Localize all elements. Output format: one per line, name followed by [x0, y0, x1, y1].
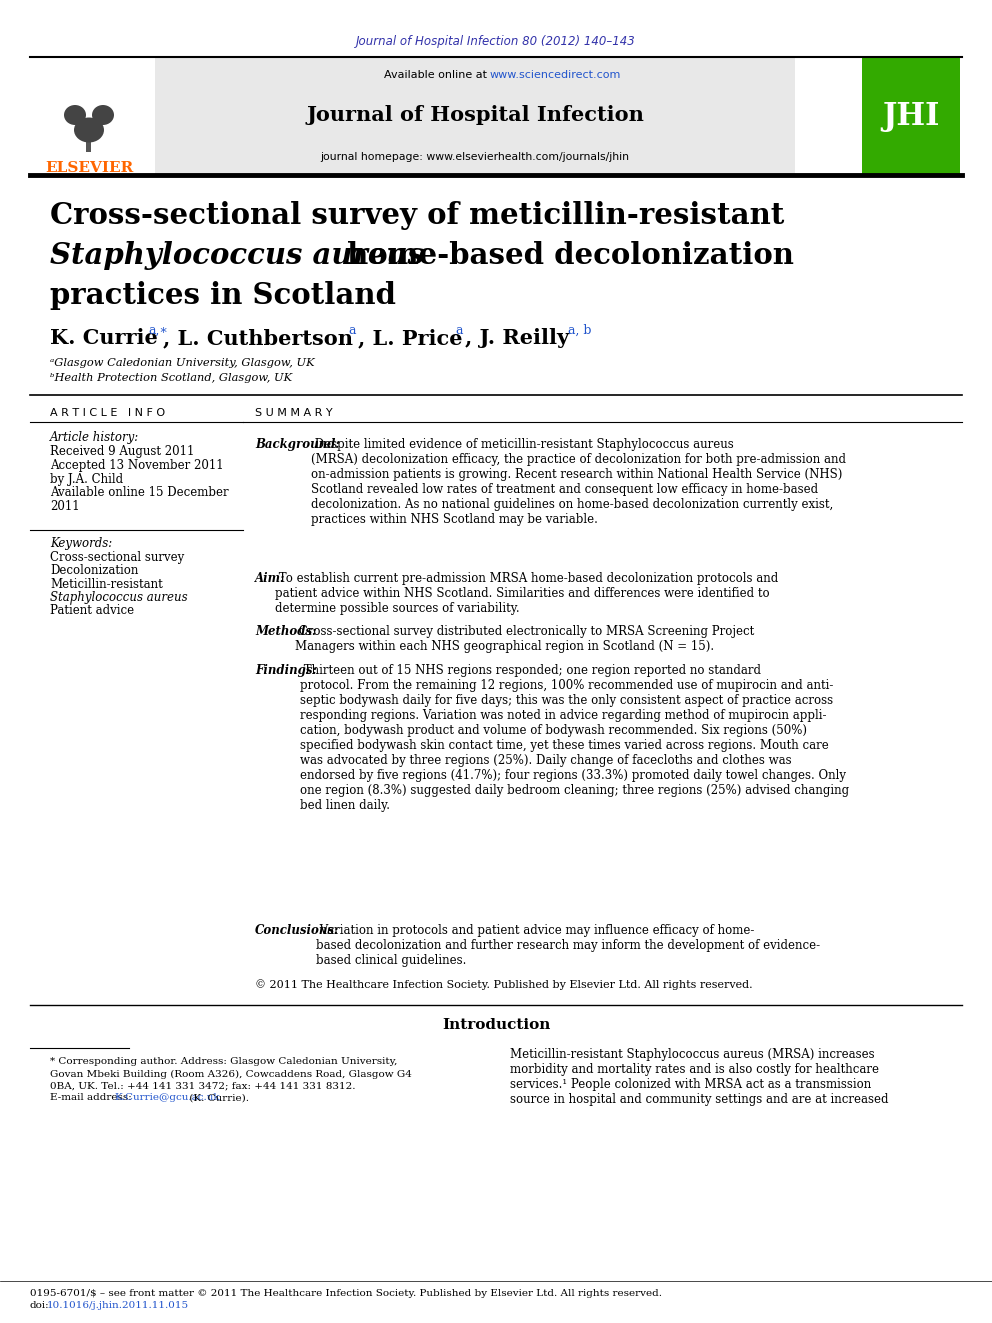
Ellipse shape [64, 105, 86, 124]
Text: Aim:: Aim: [255, 572, 286, 585]
Text: Journal of Hospital Infection: Journal of Hospital Infection [307, 105, 644, 124]
Text: Cross-sectional survey distributed electronically to MRSA Screening Project
Mana: Cross-sectional survey distributed elect… [296, 624, 755, 654]
Text: journal homepage: www.elsevierhealth.com/journals/jhin: journal homepage: www.elsevierhealth.com… [320, 152, 630, 161]
Text: 2011: 2011 [50, 500, 79, 512]
Text: 10.1016/j.jhin.2011.11.015: 10.1016/j.jhin.2011.11.015 [47, 1302, 189, 1311]
Text: * Corresponding author. Address: Glasgow Caledonian University,: * Corresponding author. Address: Glasgow… [50, 1057, 398, 1066]
Text: Conclusions:: Conclusions: [255, 923, 339, 937]
Text: E-mail address:: E-mail address: [50, 1094, 135, 1102]
Text: Staphylococcus aureus: Staphylococcus aureus [50, 241, 424, 270]
Text: , L. Cuthbertson: , L. Cuthbertson [163, 328, 353, 348]
Text: Govan Mbeki Building (Room A326), Cowcaddens Road, Glasgow G4: Govan Mbeki Building (Room A326), Cowcad… [50, 1069, 412, 1078]
Text: (K. Currie).: (K. Currie). [186, 1094, 249, 1102]
Text: ᵇHealth Protection Scotland, Glasgow, UK: ᵇHealth Protection Scotland, Glasgow, UK [50, 373, 292, 382]
Text: home-based decolonization: home-based decolonization [337, 241, 794, 270]
Text: JHI: JHI [882, 101, 939, 131]
Text: Cross-sectional survey of meticillin-resistant: Cross-sectional survey of meticillin-res… [50, 201, 785, 229]
Text: Methods:: Methods: [255, 624, 316, 638]
Bar [155, 57, 795, 175]
Text: © 2011 The Healthcare Infection Society. Published by Elsevier Ltd. All rights r: © 2011 The Healthcare Infection Society.… [255, 979, 753, 991]
Text: a: a [348, 324, 355, 336]
Text: doi:: doi: [30, 1302, 50, 1311]
Text: a,∗: a,∗ [148, 324, 168, 336]
Ellipse shape [92, 105, 114, 124]
Text: Introduction: Introduction [441, 1017, 551, 1032]
Text: Keywords:: Keywords: [50, 537, 112, 549]
Text: Article history:: Article history: [50, 431, 139, 445]
Text: Thirteen out of 15 NHS regions responded; one region reported no standard
protoc: Thirteen out of 15 NHS regions responded… [301, 664, 849, 812]
Text: A R T I C L E   I N F O: A R T I C L E I N F O [50, 407, 165, 418]
Text: Staphylococcus aureus: Staphylococcus aureus [50, 591, 187, 605]
Text: To establish current pre-admission MRSA home-based decolonization protocols and
: To establish current pre-admission MRSA … [275, 572, 779, 615]
Text: Accepted 13 November 2011: Accepted 13 November 2011 [50, 459, 223, 472]
Text: Despite limited evidence of meticillin-resistant Staphylococcus aureus
(MRSA) de: Despite limited evidence of meticillin-r… [310, 438, 845, 527]
Text: K. Currie: K. Currie [50, 328, 158, 348]
Text: Variation in protocols and patient advice may influence efficacy of home-
based : Variation in protocols and patient advic… [315, 923, 819, 967]
Text: Patient advice: Patient advice [50, 605, 134, 618]
Text: 0BA, UK. Tel.: +44 141 331 3472; fax: +44 141 331 8312.: 0BA, UK. Tel.: +44 141 331 3472; fax: +4… [50, 1081, 355, 1090]
Bar [862, 57, 960, 175]
Text: Journal of Hospital Infection 80 (2012) 140–143: Journal of Hospital Infection 80 (2012) … [356, 36, 636, 49]
Text: Cross-sectional survey: Cross-sectional survey [50, 550, 185, 564]
Text: Meticillin-resistant: Meticillin-resistant [50, 578, 163, 590]
Text: S U M M A R Y: S U M M A R Y [255, 407, 332, 418]
Text: a: a [455, 324, 462, 336]
Text: ELSEVIER: ELSEVIER [45, 161, 133, 175]
Text: a, b: a, b [568, 324, 591, 336]
Text: Findings:: Findings: [255, 664, 316, 677]
Text: Background:: Background: [255, 438, 339, 451]
Text: , L. Price: , L. Price [358, 328, 462, 348]
Text: 0195-6701/$ – see front matter © 2011 The Healthcare Infection Society. Publishe: 0195-6701/$ – see front matter © 2011 Th… [30, 1289, 662, 1298]
Text: Available online at: Available online at [384, 70, 490, 79]
Text: Decolonization: Decolonization [50, 564, 138, 577]
Text: , J. Reilly: , J. Reilly [465, 328, 569, 348]
Ellipse shape [74, 118, 104, 143]
Text: www.sciencedirect.com: www.sciencedirect.com [490, 70, 621, 79]
Bar [86, 132, 91, 152]
Text: Available online 15 December: Available online 15 December [50, 486, 228, 499]
Text: K.Currie@gcu.ac.uk: K.Currie@gcu.ac.uk [114, 1094, 219, 1102]
Bar [30, 57, 155, 175]
Text: by J.A. Child: by J.A. Child [50, 472, 123, 486]
Text: ᵃGlasgow Caledonian University, Glasgow, UK: ᵃGlasgow Caledonian University, Glasgow,… [50, 359, 314, 368]
Text: practices in Scotland: practices in Scotland [50, 280, 396, 310]
Text: Meticillin-resistant Staphylococcus aureus (MRSA) increases
morbidity and mortal: Meticillin-resistant Staphylococcus aure… [510, 1048, 889, 1106]
Text: Received 9 August 2011: Received 9 August 2011 [50, 446, 194, 459]
